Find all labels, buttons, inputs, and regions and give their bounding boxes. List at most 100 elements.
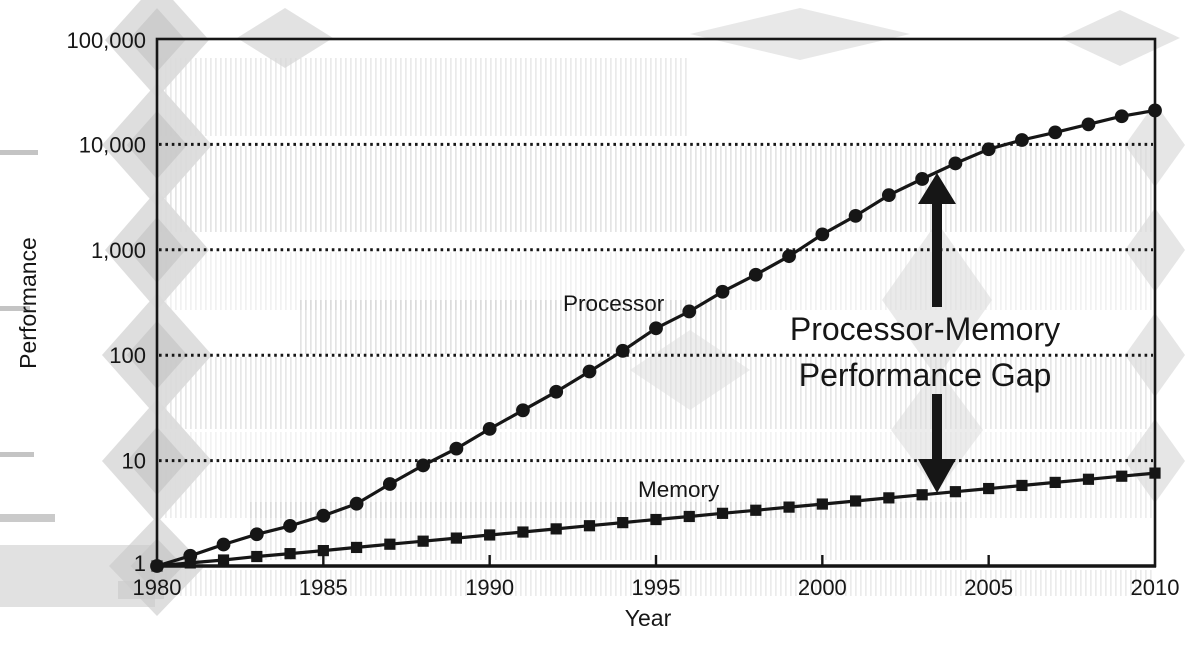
processor-point <box>1015 133 1029 147</box>
memory-point <box>317 544 329 557</box>
memory-point <box>517 526 529 538</box>
memory-point <box>617 517 629 529</box>
scan-artifact <box>690 8 910 60</box>
y-tick-label: 1 <box>134 551 146 576</box>
memory-point <box>351 541 363 554</box>
memory-point <box>384 538 396 550</box>
processor-point <box>449 441 464 456</box>
memory-point <box>916 489 928 501</box>
axes-layer <box>155 37 1157 568</box>
gap-arrow-up <box>918 173 956 307</box>
memory-series-label: Memory <box>638 477 720 502</box>
memory-point <box>450 532 462 544</box>
processor-point <box>1148 103 1162 118</box>
processor-point <box>615 343 630 358</box>
y-tick-label: 100,000 <box>66 28 146 53</box>
x-tick-label: 2005 <box>964 575 1013 600</box>
memory-point <box>1116 470 1128 482</box>
memory-point <box>1082 473 1095 485</box>
scan-artifact <box>118 581 164 599</box>
scan-artifact <box>159 146 1153 232</box>
y-tick-label: 10,000 <box>79 132 146 157</box>
x-tick-label: 1990 <box>465 575 514 600</box>
processor-point <box>981 142 996 157</box>
processor-point <box>316 508 331 523</box>
gap-annotation-line1: Processor-Memory <box>790 311 1060 347</box>
gap-annotation-line2: Performance Gap <box>799 357 1052 393</box>
processor-point <box>649 321 663 336</box>
memory-point <box>484 529 496 541</box>
x-tick-label: 2000 <box>798 575 847 600</box>
gap-annotation: Processor-Memory Performance Gap <box>790 173 1060 493</box>
scan-artifact <box>250 502 970 560</box>
memory-point <box>716 507 729 519</box>
scan-artifact <box>300 300 730 354</box>
memory-point <box>650 513 662 526</box>
memory-point <box>750 504 762 516</box>
series-layer <box>150 103 1162 573</box>
y-tick-label: 100 <box>109 343 146 368</box>
memory-point <box>683 510 695 523</box>
processor-point <box>216 537 231 552</box>
y-tick-label: 10 <box>122 449 146 474</box>
processor-point <box>582 364 597 379</box>
processor-point <box>382 477 397 491</box>
memory-point <box>550 523 562 535</box>
processor-point <box>715 284 730 299</box>
y-axis-title: Performance <box>15 237 41 369</box>
memory-point <box>850 495 862 507</box>
x-axis-title: Year <box>625 605 672 631</box>
memory-point <box>1049 476 1061 489</box>
memory-point <box>583 520 596 532</box>
y-tick-label: 1,000 <box>91 238 146 263</box>
scan-artifact <box>630 330 750 410</box>
memory-point <box>217 554 230 566</box>
memory-point <box>816 498 828 510</box>
processor-point <box>416 458 431 473</box>
memory-point <box>284 548 296 560</box>
processor-point <box>782 249 796 264</box>
x-tick-label: 2010 <box>1131 575 1180 600</box>
memory-point <box>1149 467 1161 479</box>
processor-point <box>682 304 697 319</box>
memory-point <box>983 482 995 495</box>
memory-point <box>1016 479 1028 492</box>
processor-point <box>1048 125 1063 140</box>
scan-artifact <box>0 514 55 522</box>
processor-point <box>482 421 497 436</box>
scan-artifact <box>0 306 30 311</box>
scan-artifact <box>159 570 1153 596</box>
processor-point <box>249 527 264 542</box>
memory-point <box>184 557 196 569</box>
processor-point <box>915 172 930 186</box>
processor-point <box>1114 109 1129 124</box>
scan-artifact <box>0 452 34 457</box>
processor-point <box>283 519 297 533</box>
processor-point <box>815 227 830 242</box>
gap-arrow-down <box>918 394 956 493</box>
memory-point <box>883 492 895 504</box>
scan-artifact <box>0 150 38 155</box>
x-tick-label: 1980 <box>133 575 182 600</box>
processor-point <box>1081 117 1096 132</box>
scan-artifact <box>159 432 1153 460</box>
memory-point <box>949 486 961 498</box>
x-tick-label: 1985 <box>299 575 348 600</box>
processor-point <box>516 403 530 418</box>
x-tick-label: 1995 <box>632 575 681 600</box>
processor-point <box>349 496 364 511</box>
scan-artifact <box>159 58 689 136</box>
processor-point <box>881 188 896 203</box>
memory-point <box>251 550 263 563</box>
scan-artifact-layer <box>0 0 1185 616</box>
processor-point <box>848 208 863 223</box>
memory-point <box>151 560 163 572</box>
processor-point <box>748 267 763 282</box>
memory-point <box>417 535 429 547</box>
processor-point <box>948 156 963 171</box>
processor-series-label: Processor <box>563 291 665 316</box>
label-layer: 1 10 100 1,000 10,000 100,000 1980 1985 1990 1995… <box>15 28 1179 631</box>
memory-point <box>783 501 795 513</box>
